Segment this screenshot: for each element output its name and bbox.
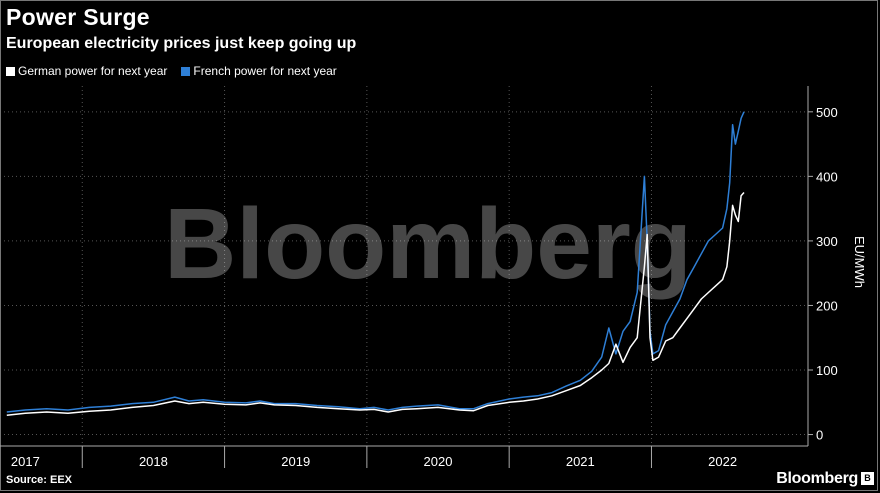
- chart-subtitle: European electricity prices just keep go…: [6, 35, 357, 52]
- x-axis: 2017 2018 2019 2020 2021 2022: [0, 445, 808, 469]
- y-tick-label: 300: [816, 234, 838, 249]
- series-line-german: [6, 191, 745, 416]
- series-line-french: [6, 111, 745, 413]
- grid: [4, 86, 808, 446]
- y-axis-label: EU/MWh: [852, 236, 867, 288]
- y-tick-label: 0: [816, 428, 823, 443]
- legend-swatch-french: [181, 66, 191, 76]
- y-tick-label: 100: [816, 363, 838, 378]
- y-tick-label: 400: [816, 169, 838, 184]
- bloomberg-terminal-icon: B: [861, 472, 874, 485]
- legend-label-german: German power for next year: [18, 64, 168, 78]
- x-tick-label: 2020: [424, 454, 453, 469]
- y-tick-label: 200: [816, 298, 838, 313]
- x-tick-label: 2018: [139, 454, 168, 469]
- legend-item-french: French power for next year: [181, 64, 337, 78]
- y-axis: 0 100 200 300 400 500: [807, 86, 838, 446]
- x-tick-label: 2017: [11, 454, 40, 469]
- legend-item-german: German power for next year: [6, 64, 167, 78]
- brand-logo: Bloomberg: [776, 470, 858, 487]
- legend: German power for next year French power …: [6, 64, 337, 78]
- legend-swatch-german: [6, 66, 15, 76]
- y-tick-label: 500: [816, 105, 838, 120]
- bloomberg-watermark: Bloomberg: [164, 188, 692, 300]
- legend-label-french: French power for next year: [193, 64, 337, 78]
- series-lines: [6, 111, 745, 416]
- x-tick-label: 2021: [566, 454, 595, 469]
- source-note: Source: EEX: [6, 474, 73, 486]
- x-tick-label: 2022: [708, 454, 737, 469]
- x-tick-label: 2019: [281, 454, 310, 469]
- chart-title: Power Surge: [6, 4, 150, 30]
